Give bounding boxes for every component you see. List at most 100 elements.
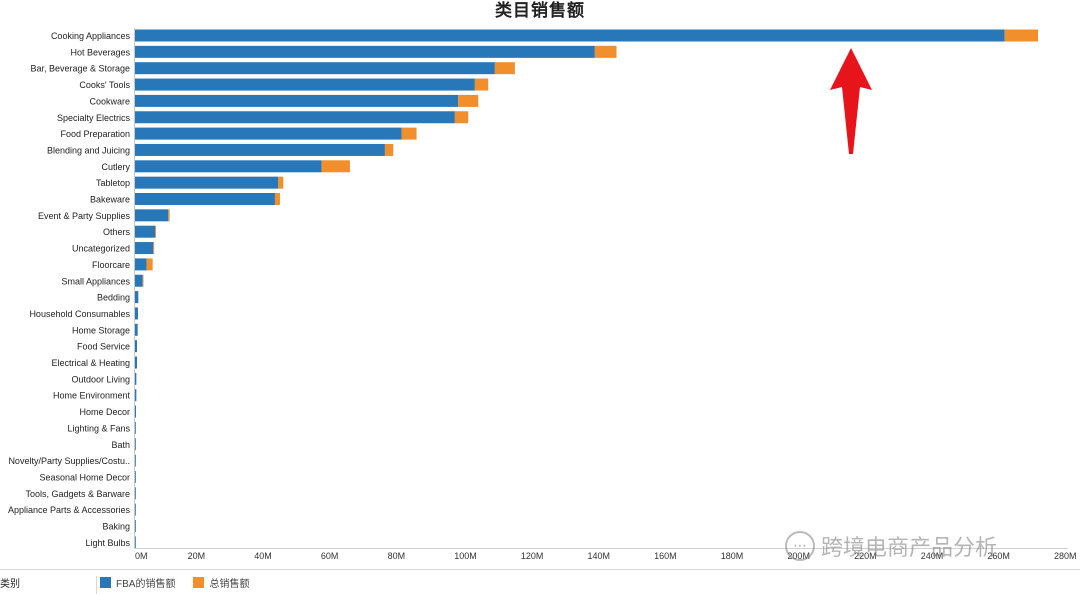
- bar-fba[interactable]: [135, 209, 169, 222]
- legend-item-total[interactable]: 总销售额: [193, 575, 249, 590]
- chart-title: 类目销售额: [495, 1, 585, 21]
- category-label: Cooking Appliances: [51, 31, 131, 41]
- x-tick-label: 260M: [987, 551, 1010, 561]
- x-tick-label: 80M: [388, 551, 406, 561]
- category-label: Hot Beverages: [70, 47, 130, 57]
- x-tick-label: 240M: [921, 551, 944, 561]
- bars-group: [135, 29, 1039, 549]
- bar-fba[interactable]: [135, 94, 459, 107]
- category-label: Uncategorized: [72, 244, 130, 254]
- x-tick-label: 0M: [135, 551, 148, 561]
- bar-fba[interactable]: [135, 487, 136, 500]
- bar-fba[interactable]: [135, 111, 455, 124]
- category-label: Event & Party Supplies: [38, 211, 131, 221]
- x-tick-label: 220M: [854, 551, 877, 561]
- x-tick-label: 100M: [454, 551, 477, 561]
- bar-total[interactable]: [384, 143, 394, 156]
- bar-fba[interactable]: [135, 372, 137, 385]
- bar-fba[interactable]: [135, 470, 136, 483]
- category-label: Appliance Parts & Accessories: [8, 505, 131, 515]
- x-tick-label: 20M: [188, 551, 206, 561]
- bar-fba[interactable]: [135, 438, 136, 451]
- bar-fba[interactable]: [135, 323, 138, 336]
- bar-total[interactable]: [168, 209, 170, 222]
- category-label: Cooks' Tools: [79, 80, 130, 90]
- bar-fba[interactable]: [135, 356, 137, 369]
- x-tick-label: 60M: [321, 551, 339, 561]
- category-label: Novelty/Party Supplies/Costu..: [8, 456, 130, 466]
- legend-item-fba[interactable]: FBA的销售额: [100, 575, 175, 590]
- legend-label-fba: FBA的销售额: [116, 578, 176, 590]
- bar-total[interactable]: [454, 111, 469, 124]
- category-label: Tools, Gadgets & Barware: [25, 489, 130, 499]
- bar-fba[interactable]: [135, 421, 136, 434]
- footer-divider: [0, 569, 1080, 570]
- bar-fba[interactable]: [135, 29, 1005, 42]
- x-tick-label: 140M: [588, 551, 611, 561]
- category-label: Tabletop: [96, 178, 130, 188]
- bar-fba[interactable]: [135, 78, 475, 91]
- bar-fba[interactable]: [135, 307, 138, 320]
- bar-total[interactable]: [142, 274, 144, 287]
- category-label: Food Preparation: [60, 129, 130, 139]
- wechat-icon: ⋯: [785, 531, 815, 561]
- category-label: Cutlery: [101, 162, 130, 172]
- bar-total[interactable]: [278, 176, 284, 189]
- bar-total[interactable]: [153, 242, 155, 255]
- bar-total[interactable]: [594, 45, 617, 58]
- bar-fba[interactable]: [135, 291, 139, 304]
- category-label: Home Decor: [79, 407, 130, 417]
- category-label: Lighting & Fans: [67, 423, 130, 433]
- category-label: Bar, Beverage & Storage: [30, 64, 130, 74]
- legend-label-total: 总销售额: [209, 578, 250, 590]
- bar-fba[interactable]: [135, 503, 136, 516]
- category-label: Home Storage: [72, 325, 130, 335]
- legend: FBA的销售额 总销售额: [100, 574, 267, 590]
- bar-total[interactable]: [1004, 29, 1039, 42]
- bar-total[interactable]: [401, 127, 417, 140]
- bar-total[interactable]: [274, 193, 280, 205]
- category-label: Bath: [111, 440, 130, 450]
- bar-fba[interactable]: [135, 62, 495, 75]
- x-tick-label: 120M: [521, 551, 544, 561]
- bar-fba[interactable]: [135, 258, 147, 271]
- x-tick-label: 180M: [721, 551, 744, 561]
- bar-total[interactable]: [146, 258, 153, 271]
- legend-swatch-fba: [100, 576, 111, 588]
- bar-fba[interactable]: [135, 45, 595, 58]
- bar-total[interactable]: [321, 160, 350, 173]
- bar-fba[interactable]: [135, 143, 385, 156]
- bar-fba[interactable]: [135, 160, 322, 173]
- category-label: Others: [103, 227, 131, 237]
- bar-fba[interactable]: [135, 340, 137, 353]
- category-label: Blending and Juicing: [47, 145, 130, 155]
- category-label: Small Appliances: [61, 276, 130, 286]
- category-label: Seasonal Home Decor: [39, 472, 130, 482]
- category-label: Household Consumables: [29, 309, 130, 319]
- bar-fba[interactable]: [135, 127, 402, 140]
- bar-fba[interactable]: [135, 389, 137, 402]
- bar-fba[interactable]: [135, 454, 136, 467]
- bar-fba[interactable]: [135, 536, 136, 549]
- category-label: Cookware: [89, 96, 130, 106]
- category-labels: Cooking Appliances Hot Beverages Bar, Beve…: [8, 31, 131, 548]
- bar-total[interactable]: [494, 62, 515, 75]
- bar-fba[interactable]: [135, 274, 143, 287]
- bar-fba[interactable]: [135, 193, 275, 205]
- red-arrow-annotation: [830, 48, 872, 154]
- bar-fba[interactable]: [135, 176, 279, 189]
- bar-total[interactable]: [154, 225, 156, 238]
- bar-fba[interactable]: [135, 405, 136, 418]
- category-label: Food Service: [77, 342, 130, 352]
- bar-fba[interactable]: [135, 242, 154, 255]
- bar-fba[interactable]: [135, 225, 155, 238]
- category-label: Outdoor Living: [71, 374, 130, 384]
- legend-swatch-total: [193, 576, 205, 588]
- bar-fba[interactable]: [135, 520, 136, 532]
- bar-total[interactable]: [474, 78, 489, 91]
- category-label: Home Environment: [53, 391, 131, 401]
- x-tick-label: 160M: [654, 551, 677, 561]
- category-label: Electrical & Heating: [51, 358, 130, 368]
- watermark-text: 跨境电商产品分析: [821, 536, 998, 561]
- bar-total[interactable]: [458, 94, 479, 107]
